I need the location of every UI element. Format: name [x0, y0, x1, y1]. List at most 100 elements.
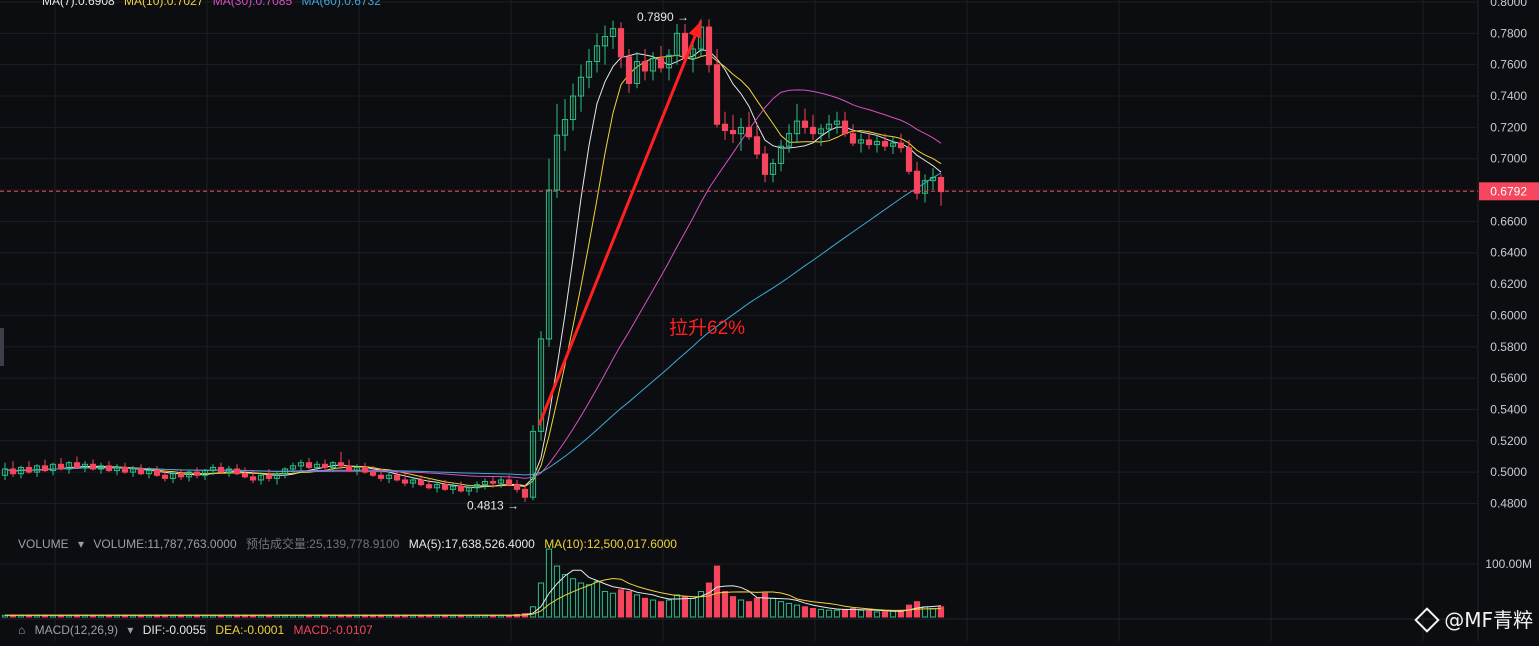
candle-down [9, 468, 17, 475]
candle-down [41, 465, 49, 472]
candle-down [305, 462, 313, 468]
price-axis: 0.80000.78000.76000.74000.72000.70000.68… [1485, 0, 1532, 571]
candle-down [441, 484, 449, 490]
candle-down [721, 123, 729, 131]
candle-up [209, 466, 217, 472]
volume-bar-up [873, 611, 881, 618]
candle-down [153, 470, 161, 476]
volume-bar-up [561, 574, 569, 618]
volume-bar-down [809, 608, 817, 618]
volume-indicator-label[interactable]: VOLUME [18, 537, 69, 551]
price-tick-label: 0.7800 [1490, 26, 1527, 40]
current-price-line: 0.6792 [0, 182, 1539, 201]
candle-up [33, 465, 41, 473]
candle-down [137, 468, 145, 475]
candle-down [513, 484, 521, 490]
moving-average-lines [4, 49, 942, 488]
volume-bar-up [569, 578, 577, 618]
chevron-down-icon[interactable]: ▾ [78, 537, 85, 551]
price-tick-label: 0.6000 [1490, 308, 1527, 322]
candle-down [489, 481, 497, 484]
volume-bar-up [601, 591, 609, 618]
candle-down [745, 126, 753, 138]
macd-indicator-label[interactable]: MACD(12,26,9) [34, 623, 118, 637]
price-tick-label: 0.5000 [1490, 465, 1527, 479]
candle-up [833, 120, 841, 125]
candle-down [841, 120, 849, 135]
candle-up [433, 484, 441, 489]
candle-up [481, 481, 489, 486]
macd-settings-icon[interactable]: ⌂ [18, 623, 26, 637]
candle-up [185, 471, 193, 478]
pump-arrow-head [688, 21, 702, 39]
candle-down [193, 471, 201, 476]
volume-bar-down [849, 608, 857, 618]
annotations: 0.7890 → 0.4813 → 拉升62% [467, 10, 745, 512]
price-tick-label: 0.7000 [1490, 152, 1527, 166]
candle-up [409, 479, 417, 484]
candle-up [601, 35, 609, 47]
candle-down [417, 479, 425, 486]
price-tick-label: 0.7600 [1490, 58, 1527, 72]
candle-down [105, 465, 113, 472]
candle-down [937, 177, 945, 193]
volume-bar-down [761, 592, 769, 618]
candle-down [401, 479, 409, 484]
ma30-legend: MA(30):0.7085 [212, 0, 293, 8]
volume-ma5-line [5, 569, 942, 616]
volume-bar-up [769, 597, 777, 618]
candle-up [673, 32, 681, 56]
volume-bar-up [633, 594, 641, 618]
candle-up [201, 470, 209, 476]
candle-up [553, 134, 561, 191]
volume-legend: VOLUME ▾ VOLUME:11,787,763.0000 预估成交量:25… [18, 535, 683, 552]
volume-bar-up [889, 610, 897, 618]
candle-down [233, 468, 241, 475]
volume-bar-up [537, 582, 545, 618]
macd-dif: DIF:-0.0055 [142, 623, 207, 637]
candle-down [89, 463, 97, 470]
candle-down [345, 465, 353, 472]
candle-down [457, 485, 465, 492]
candle-down [849, 133, 857, 144]
candle-down [321, 463, 329, 468]
candle-down [337, 462, 345, 467]
candle-down [801, 120, 809, 128]
volume-bar-down [713, 565, 721, 618]
volume-bar-up [577, 582, 585, 618]
candle-down [377, 474, 385, 479]
candle-down [505, 479, 513, 486]
candle-up [785, 133, 793, 147]
candle-up [529, 430, 537, 498]
candle-up [329, 462, 337, 468]
macd-legend: ⌂ MACD(12,26,9) ▾ DIF:-0.0055 DEA:-0.000… [18, 623, 379, 637]
ma7-legend: MA(7):0.6908 [42, 0, 115, 8]
price-tick-label: 0.7200 [1490, 120, 1527, 134]
candle-down [73, 462, 81, 468]
candle-up [857, 139, 865, 144]
volume-bar-up [793, 604, 801, 618]
candle-down [641, 61, 649, 72]
volume-ma5: MA(5):17,638,526.4000 [408, 537, 535, 551]
chevron-down-icon[interactable]: ▾ [127, 623, 134, 637]
volume-bar-up [665, 599, 673, 618]
candle-down [249, 476, 257, 481]
candle-down [361, 466, 369, 473]
volume-bar-up [817, 608, 825, 618]
candle-down [897, 142, 905, 149]
candle-down [913, 170, 921, 194]
candle-up [537, 338, 545, 432]
grid-lines [0, 0, 1479, 641]
candle-up [289, 465, 297, 470]
price-tick-label: 0.7400 [1490, 89, 1527, 103]
panel-resize-handle[interactable] [0, 328, 4, 366]
volume-bar-down [641, 597, 649, 618]
volume-bar-up [921, 606, 929, 618]
candle-up [313, 463, 321, 468]
estimated-volume: 预估成交量:25,139,778.9100 [245, 537, 400, 551]
price-tick-label: 0.5400 [1490, 402, 1527, 416]
price-tick-label: 0.5600 [1490, 371, 1527, 385]
volume-bar-up [649, 599, 657, 618]
